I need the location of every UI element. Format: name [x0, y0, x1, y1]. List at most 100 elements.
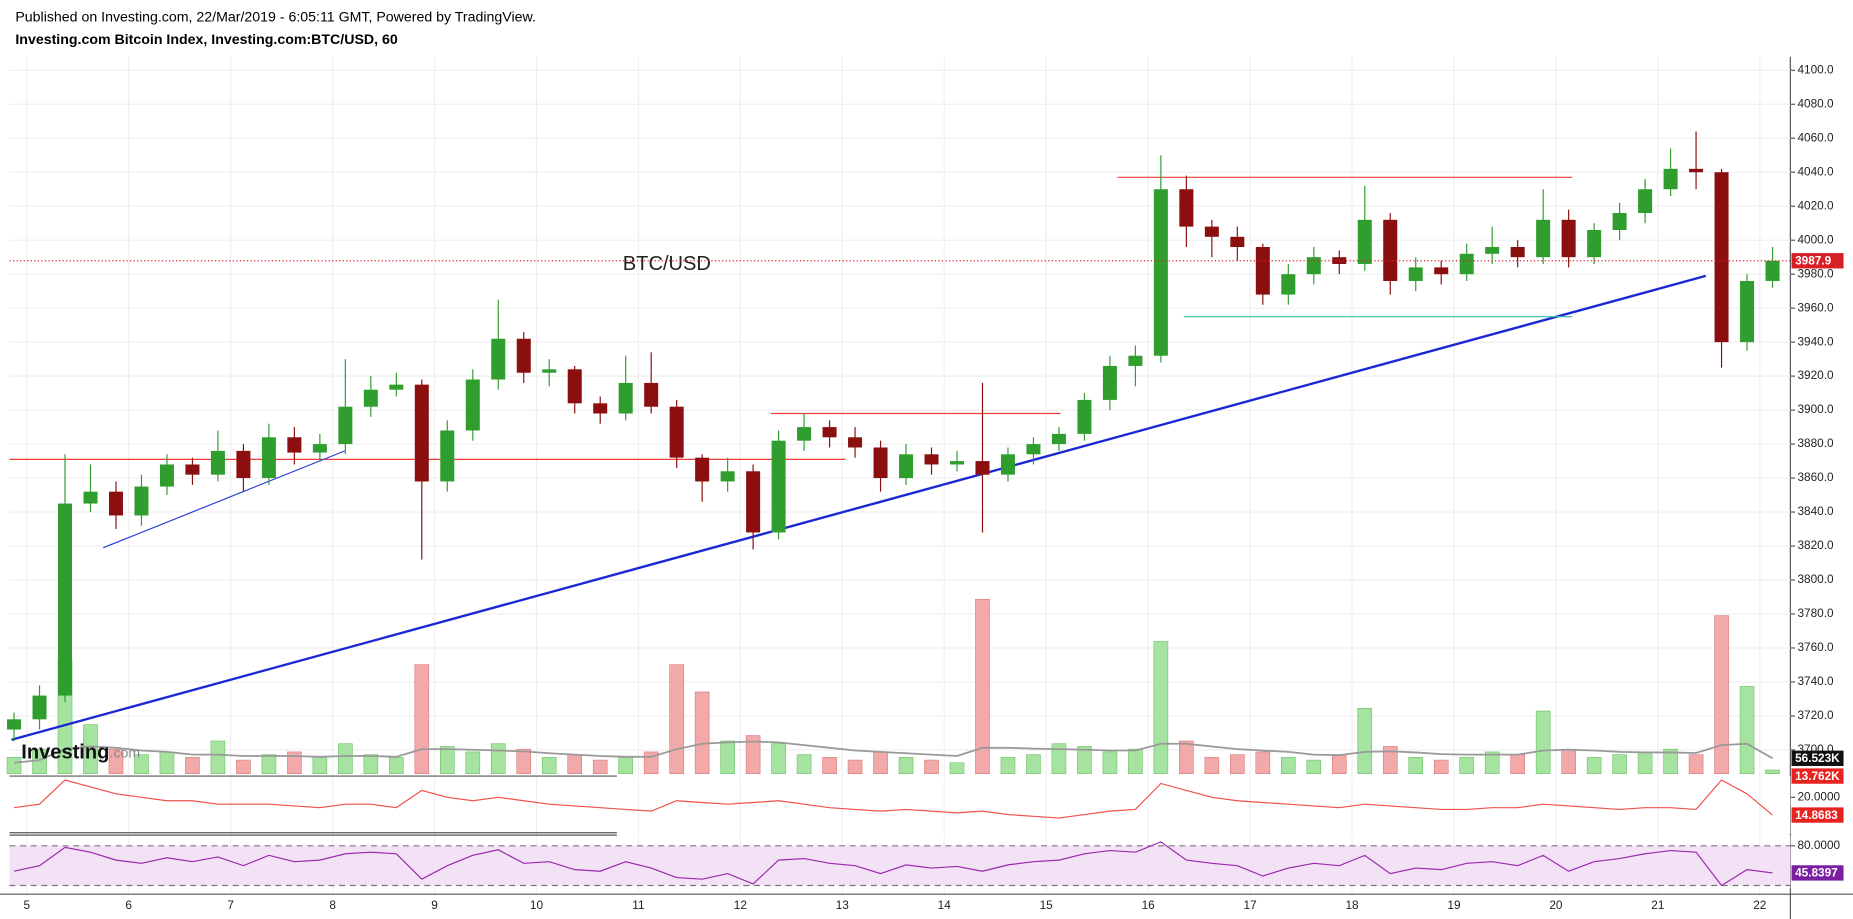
band	[9, 845, 1791, 886]
volume-bar	[1255, 751, 1271, 775]
volume-bar	[567, 754, 583, 775]
last-price-label: 3987.9	[1795, 253, 1832, 267]
y-tick-label: 4080.0	[1797, 96, 1834, 110]
volume-bar	[541, 757, 557, 775]
volume-bar	[363, 754, 379, 775]
y-tick-label: 3940.0	[1797, 334, 1834, 348]
candle-body	[32, 695, 47, 720]
volume-bar	[236, 759, 251, 775]
volume-bar	[1535, 710, 1551, 775]
candle-body	[389, 384, 404, 390]
candle-body	[1383, 219, 1398, 281]
volume-bar	[949, 762, 965, 775]
y-tick-label: 3760.0	[1797, 640, 1834, 654]
volume-bar	[1637, 751, 1653, 775]
candle-body	[1000, 454, 1015, 475]
volume-bar	[1663, 748, 1678, 775]
x-tick-label: 17	[1244, 898, 1257, 912]
candle-body	[1638, 189, 1653, 214]
candle-body	[440, 430, 455, 482]
volume-bar	[1739, 686, 1755, 775]
x-tick-label: 9	[431, 898, 438, 912]
candle-body	[873, 447, 888, 479]
candle-body	[567, 369, 582, 404]
volume-bar	[1433, 759, 1449, 775]
volume-bar	[1484, 751, 1500, 775]
volume-bar	[210, 740, 226, 775]
candle-body	[618, 382, 633, 414]
volume-bar	[134, 754, 149, 775]
last-price-label-box	[1791, 253, 1844, 269]
candle-body	[924, 454, 939, 465]
volume-bar	[1026, 754, 1041, 775]
candle-body	[1077, 399, 1092, 434]
volume-bar	[1128, 748, 1143, 775]
volume-bar	[516, 748, 532, 775]
y-tick-label: 80.0000	[1797, 838, 1840, 852]
volume-bar	[185, 757, 200, 775]
volume-bar	[490, 743, 506, 775]
candle-body	[1026, 444, 1041, 455]
x-tick-label: 18	[1345, 898, 1359, 912]
candle-body	[159, 464, 174, 487]
x-tick-label: 5	[24, 898, 31, 912]
volume-bar	[898, 757, 914, 775]
candle-body	[287, 437, 302, 453]
y-tick-label: 3720.0	[1797, 708, 1834, 722]
y-tick-label: 4020.0	[1797, 198, 1834, 212]
candle-body	[414, 384, 429, 482]
volume-bar	[1102, 751, 1118, 775]
logo-text: Investing	[21, 742, 109, 764]
volume-bar	[771, 743, 786, 775]
volume-bar	[796, 754, 812, 775]
volume-bar	[618, 757, 633, 775]
volume-bar	[1153, 641, 1169, 775]
candle-body	[1485, 246, 1500, 254]
candle-body	[1408, 267, 1423, 281]
candle-body	[1434, 267, 1449, 275]
y-tick-label: 3960.0	[1797, 300, 1834, 314]
x-tick-label: 11	[632, 898, 644, 912]
volume-bar	[1051, 743, 1067, 775]
x-tick-label: 8	[329, 898, 336, 912]
volume-bar	[465, 751, 481, 775]
candle-body	[338, 406, 353, 445]
volume-bar	[847, 759, 863, 775]
volume-bar	[669, 664, 684, 775]
candle-body	[7, 719, 22, 730]
candle-body	[1663, 168, 1678, 190]
candle-body	[949, 461, 965, 465]
x-tick-label: 14	[938, 898, 952, 912]
volume-bar	[312, 757, 328, 775]
candle-body	[822, 427, 837, 438]
volume-bar	[720, 740, 735, 775]
chart-annotation: BTC/USD	[623, 253, 711, 275]
candle-body	[1561, 219, 1576, 258]
volume-bar	[1382, 746, 1398, 775]
candle-body	[363, 389, 378, 407]
candle-body	[1714, 172, 1729, 343]
volume-bar	[6, 757, 22, 775]
symbol-line: Investing.com Bitcoin Index, Investing.c…	[15, 32, 397, 48]
candle-body	[1255, 246, 1270, 295]
y-tick-label: 3860.0	[1797, 470, 1834, 484]
volume-bar	[822, 757, 837, 775]
y-tick-label: 3900.0	[1797, 402, 1834, 416]
indicator-line	[13, 841, 1773, 887]
candle-body	[1612, 213, 1627, 231]
candle-body	[491, 338, 506, 380]
volume-bar	[1714, 615, 1729, 775]
volume-bar	[1612, 754, 1627, 775]
x-tick-label: 7	[227, 898, 234, 912]
volume-label-box	[1791, 768, 1844, 784]
candle-body	[210, 450, 225, 475]
volume-bar	[1331, 754, 1347, 775]
candle-body	[1179, 189, 1194, 227]
candle-body	[312, 444, 327, 453]
volume-bar	[1204, 757, 1220, 775]
volume-bar	[1561, 748, 1576, 775]
candle-body	[1306, 257, 1321, 275]
volume-bar	[1281, 757, 1296, 775]
y-tick-label: 4100.0	[1797, 62, 1834, 76]
